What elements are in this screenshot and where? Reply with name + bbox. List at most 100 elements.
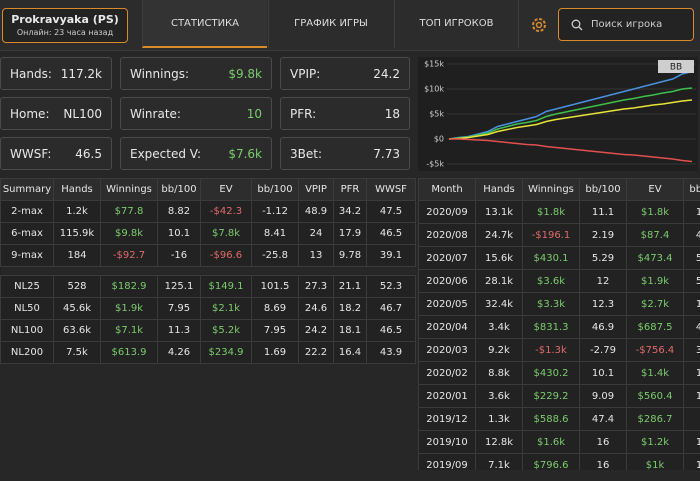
stat-value: 18 <box>384 106 400 121</box>
table-cell: $1.9k <box>626 269 684 293</box>
table-row: 2020/028.8k$430.210.1$1.4k16.1 <box>418 361 700 385</box>
table-cell: 10.1 <box>579 361 627 385</box>
settings-icon[interactable] <box>528 14 550 36</box>
table-cell: 125.1 <box>157 275 201 298</box>
table-cell: 12 <box>579 269 627 293</box>
table-cell: 43.9 <box>366 341 416 364</box>
spacer-cell <box>0 266 416 276</box>
table-cell: 8.41 <box>251 222 299 245</box>
table-cell: 5.29 <box>579 246 627 270</box>
stat-value: 46.5 <box>75 146 102 161</box>
table-cell: 47.5 <box>366 200 416 223</box>
search-box[interactable]: Поиск игрока <box>558 8 694 41</box>
table-row: NL25 528 $182.9 125.1 $149.1 101.5 27.3 21.1 52.… <box>0 275 416 298</box>
y-tick-label: $10k <box>424 85 444 94</box>
table-cell: -$92.7 <box>100 244 158 267</box>
table-cell: $9.8k <box>100 222 158 245</box>
stat-value: $9.8k <box>228 66 262 81</box>
header-row: Summary Hands Winnings bb/100 EV bb/100 VPIP PF… <box>0 178 416 201</box>
table-cell: $1k <box>626 453 684 470</box>
tab[interactable]: ТОП ИГРОКОВ <box>394 0 519 48</box>
column-header: Winnings <box>522 178 580 201</box>
table-cell: $560.4 <box>626 384 684 408</box>
column-header: Hands <box>53 178 101 201</box>
table-cell: 528 <box>53 275 101 298</box>
table-cell: NL50 <box>0 297 54 320</box>
table-row: NL100 63.6k $7.1k 11.3 $5.2k 7.95 24.2 18.1 46.5 <box>0 319 416 342</box>
stat-box: Winrate: 10 <box>120 97 272 130</box>
table-cell: $1.8k <box>626 200 684 224</box>
table-cell: 16 <box>579 453 627 470</box>
stat-value: $7.6k <box>228 146 262 161</box>
table-cell: $7.8k <box>200 222 252 245</box>
table-cell: 16 <box>579 430 627 454</box>
table-cell: $613.9 <box>100 341 158 364</box>
table-cell: -$196.1 <box>522 223 580 247</box>
column-header: PFR <box>333 178 367 201</box>
stat-box: Winnings: $9.8k <box>120 57 272 90</box>
table-cell: 11.3 <box>157 319 201 342</box>
tab[interactable]: СТАТИСТИКА <box>142 0 267 48</box>
stat-box: 3Bet: 7.73 <box>280 137 410 170</box>
table-cell: 2020/08 <box>418 223 476 247</box>
stat-box: Hands: 117.2k <box>0 57 112 90</box>
table-cell: -$96.6 <box>200 244 252 267</box>
table-cell: 1.3k <box>475 407 523 431</box>
tab[interactable]: ГРАФИК ИГРЫ <box>268 0 393 48</box>
table-cell: 2019/09 <box>418 453 476 470</box>
table-cell: $687.5 <box>626 315 684 339</box>
stat-label: WWSF: <box>10 146 52 161</box>
table-cell: 46.5 <box>366 222 416 245</box>
stat-label: Home: <box>10 106 50 121</box>
table-cell: 11.6 <box>683 200 700 224</box>
table-row: 2020/013.6k$229.29.09$560.416.3 <box>418 384 700 408</box>
table-cell: 47.4 <box>579 407 627 431</box>
table-cell: 22.2 <box>298 341 334 364</box>
table-cell: 115.9k <box>53 222 101 245</box>
profile[interactable]: Prokravyaka (PS) Онлайн: 23 часа назад <box>2 8 128 43</box>
table-cell: -$1.3k <box>522 338 580 362</box>
table-cell: 1.2k <box>53 200 101 223</box>
header: Prokravyaka (PS) Онлайн: 23 часа назад С… <box>0 0 700 51</box>
stat-value: 117.2k <box>60 66 102 81</box>
table-cell: $229.2 <box>522 384 580 408</box>
table-cell: $3.6k <box>522 269 580 293</box>
table-cell: 9.09 <box>579 384 627 408</box>
months-table: MonthHandsWinningsbb/100EVbb/1002020/091… <box>418 178 700 470</box>
table-cell: NL200 <box>0 341 54 364</box>
stat-label: VPIP: <box>290 66 321 81</box>
stat-box: VPIP: 24.2 <box>280 57 410 90</box>
table-cell: 12.9 <box>683 430 700 454</box>
table-cell: 184 <box>53 244 101 267</box>
column-header: EV <box>626 178 684 201</box>
table-cell: 2020/09 <box>418 200 476 224</box>
table-cell: $1.8k <box>522 200 580 224</box>
table-cell: 63.6k <box>53 319 101 342</box>
column-header: Winnings <box>100 178 158 201</box>
table-cell: 2020/07 <box>418 246 476 270</box>
profit-graph: $15k $10k $5k $0 -$5k BB <box>418 57 698 171</box>
months-panel: MonthHandsWinningsbb/100EVbb/1002020/091… <box>418 178 700 470</box>
table-cell: 12.8k <box>475 430 523 454</box>
table-cell: 11.1 <box>579 200 627 224</box>
stat-value: NL100 <box>63 106 102 121</box>
table-cell: -$42.3 <box>200 200 252 223</box>
table-cell: $234.9 <box>200 341 252 364</box>
table-cell: $430.2 <box>522 361 580 385</box>
stat-label: 3Bet: <box>290 146 322 161</box>
table-row: 9-max 184 -$92.7 -16 -$96.6 -25.8 13 9.78 39.1 <box>0 244 416 267</box>
table-cell: 7.95 <box>251 319 299 342</box>
stat-value: 7.73 <box>373 146 400 161</box>
table-cell: $2.1k <box>200 297 252 320</box>
table-cell: 18.1 <box>333 319 367 342</box>
table-cell: 52.3 <box>366 275 416 298</box>
table-cell: 24.6 <box>298 297 334 320</box>
table-cell: 46.7 <box>366 297 416 320</box>
table-cell: -25.8 <box>251 244 299 267</box>
table-cell: 2.19 <box>579 223 627 247</box>
table-cell: 2019/12 <box>418 407 476 431</box>
y-tick-label: -$5k <box>426 160 444 169</box>
